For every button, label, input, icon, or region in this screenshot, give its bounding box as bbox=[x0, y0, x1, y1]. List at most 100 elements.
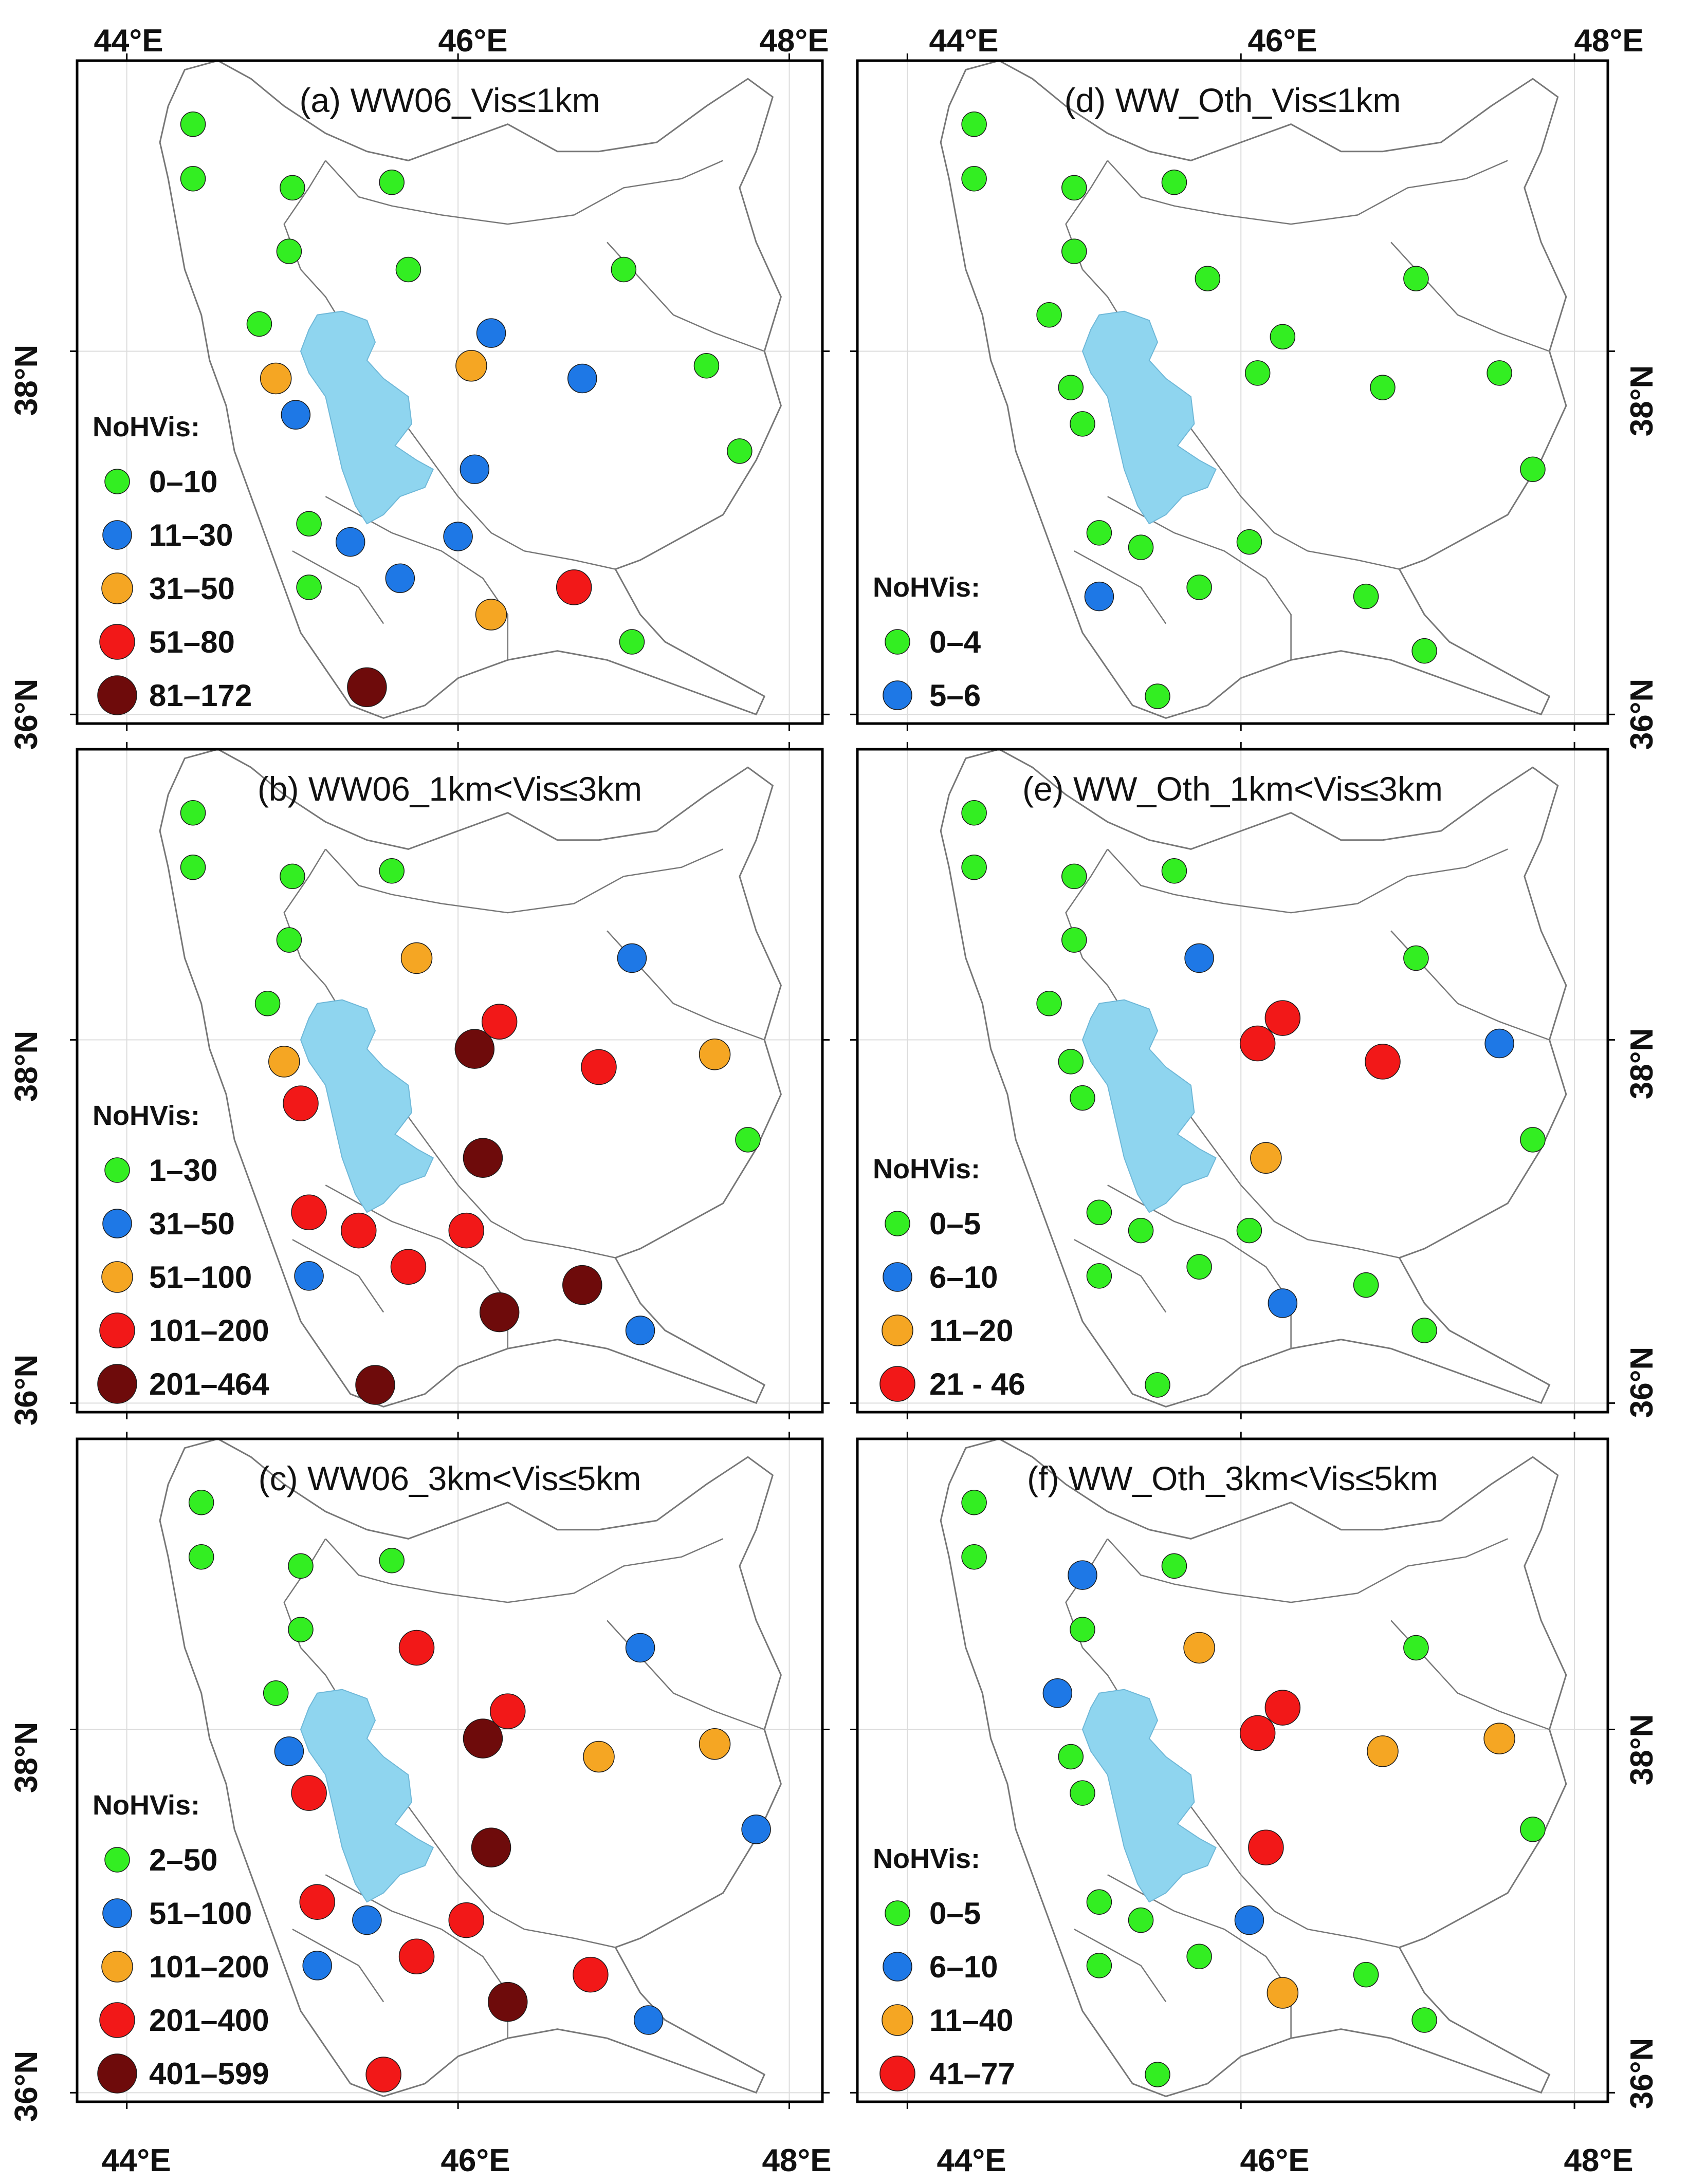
station-marker-orange bbox=[699, 1039, 731, 1070]
station-marker-green bbox=[280, 175, 305, 201]
legend-label: 51–80 bbox=[149, 625, 235, 659]
station-marker-blue bbox=[460, 454, 490, 484]
station-marker-red bbox=[448, 1212, 484, 1249]
panel-c-legend-title: NoHVis: bbox=[93, 1790, 200, 1821]
legend-label: 5–6 bbox=[929, 678, 981, 713]
panel-f: (f) WW_Oth_3km<Vis≤5km NoHVis: 0–5 6–10 11–4… bbox=[850, 1432, 1615, 2109]
station-marker-green bbox=[1070, 411, 1095, 437]
province-boundary bbox=[292, 1239, 384, 1313]
station-marker-green bbox=[1520, 1817, 1546, 1842]
panel-d: (d) WW_Oth_Vis≤1km NoHVis: 0–4 5–6 bbox=[850, 53, 1615, 731]
legend-swatch-blue bbox=[883, 1262, 912, 1292]
legend-swatch-orange bbox=[101, 1261, 133, 1293]
station-marker-green bbox=[254, 991, 281, 1016]
station-marker-green bbox=[1061, 238, 1087, 264]
legend-swatch-orange bbox=[882, 2004, 913, 2036]
province-boundary bbox=[1074, 1929, 1167, 2003]
top-lon-label-right-48: 48°E bbox=[1574, 23, 1643, 59]
station-marker-green bbox=[727, 438, 753, 464]
lake-urmia bbox=[300, 1689, 434, 1903]
top-lon-label-right-44: 44°E bbox=[929, 23, 998, 59]
legend-swatch-orange bbox=[101, 572, 133, 604]
panel-e-title: (e) WW_Oth_1km<Vis≤3km bbox=[1022, 770, 1443, 808]
station-marker-orange bbox=[400, 942, 433, 974]
province-boundary bbox=[325, 160, 724, 225]
station-marker-green bbox=[1086, 1953, 1112, 1978]
legend-label: 0–4 bbox=[929, 625, 981, 659]
legend-label: 51–100 bbox=[149, 1260, 252, 1294]
station-marker-green bbox=[288, 1553, 314, 1579]
station-marker-green bbox=[1487, 360, 1512, 386]
lat-label-a-38: 38°N bbox=[9, 345, 44, 416]
panel-a: (a) WW06_Vis≤1km NoHVis: 0–10 11–30 31–50 51–… bbox=[70, 53, 830, 731]
station-marker-blue bbox=[1042, 1678, 1073, 1708]
panel-d-legend-title: NoHVis: bbox=[873, 572, 980, 603]
station-marker-green bbox=[1145, 2062, 1170, 2087]
station-marker-green bbox=[180, 111, 206, 137]
panels-group: (a) WW06_Vis≤1km NoHVis: 0–10 11–30 31–50 51–… bbox=[70, 53, 1615, 2109]
top-lon-label-left-44: 44°E bbox=[94, 23, 163, 59]
station-marker-blue bbox=[385, 563, 415, 594]
panel-f-title: (f) WW_Oth_3km<Vis≤5km bbox=[1027, 1459, 1438, 1497]
station-marker-red bbox=[1239, 1025, 1276, 1062]
station-marker-red bbox=[398, 1630, 435, 1666]
station-marker-darkred bbox=[562, 1265, 602, 1305]
legend-swatch-red bbox=[99, 624, 135, 660]
legend-swatch-darkred bbox=[97, 2053, 137, 2094]
legend-label: 11–30 bbox=[149, 518, 233, 552]
station-marker-green bbox=[1403, 266, 1429, 291]
legend-label: 41–77 bbox=[929, 2057, 1015, 2091]
station-marker-green bbox=[1070, 1617, 1095, 1642]
station-marker-darkred bbox=[347, 667, 387, 708]
region-outline bbox=[159, 749, 782, 1408]
legend-swatch-green bbox=[885, 1211, 910, 1236]
station-marker-green bbox=[1128, 1907, 1154, 1933]
legend-label: 21 - 46 bbox=[929, 1367, 1025, 1401]
station-marker-green bbox=[395, 256, 421, 283]
region-outline bbox=[940, 1439, 1567, 2097]
region-outline bbox=[940, 749, 1567, 1408]
legend-swatch-darkred bbox=[97, 1364, 137, 1404]
region-outline bbox=[159, 61, 782, 719]
station-marker-red bbox=[365, 2057, 401, 2093]
station-marker-green bbox=[961, 800, 987, 826]
panel-a-legend-title: NoHVis: bbox=[93, 412, 200, 442]
station-marker-green bbox=[693, 353, 720, 379]
lat-label-b-38: 38°N bbox=[9, 1031, 44, 1102]
station-marker-green bbox=[1161, 170, 1187, 195]
legend-label: 11–20 bbox=[929, 1313, 1014, 1348]
province-boundary bbox=[1074, 550, 1167, 624]
station-marker-blue bbox=[1184, 943, 1214, 973]
panel-a-frame bbox=[76, 59, 824, 725]
station-marker-green bbox=[961, 1544, 987, 1570]
station-marker-green bbox=[1145, 1372, 1170, 1398]
station-marker-orange bbox=[699, 1728, 731, 1760]
panel-b-legend-title: NoHVis: bbox=[93, 1100, 200, 1131]
province-boundary bbox=[1107, 160, 1508, 225]
panel-f-legend-title: NoHVis: bbox=[873, 1843, 980, 1874]
panel-e-frame bbox=[856, 748, 1609, 1414]
station-marker-blue bbox=[617, 943, 647, 973]
station-marker-blue bbox=[335, 527, 365, 557]
legend-label: 0–5 bbox=[929, 1207, 981, 1241]
legend-swatch-orange bbox=[882, 1315, 913, 1346]
legend-swatch-green bbox=[104, 469, 130, 494]
station-marker-blue bbox=[476, 318, 506, 348]
station-marker-green bbox=[288, 1617, 314, 1642]
legend-label: 201–400 bbox=[149, 2003, 269, 2038]
panel-e: (e) WW_Oth_1km<Vis≤3km NoHVis: 0–5 6–10 11–2… bbox=[850, 742, 1615, 1419]
station-marker-red bbox=[390, 1249, 427, 1285]
panel-d-frame bbox=[856, 59, 1609, 725]
station-marker-green bbox=[1036, 991, 1062, 1016]
legend-swatch-green bbox=[104, 1157, 130, 1183]
station-marker-red bbox=[573, 1956, 609, 1993]
station-marker-green bbox=[1186, 1944, 1212, 1970]
station-marker-green bbox=[276, 238, 302, 264]
panel-c-frame bbox=[76, 1437, 824, 2103]
station-marker-green bbox=[1186, 1254, 1212, 1280]
station-marker-green bbox=[1244, 360, 1271, 386]
station-marker-green bbox=[188, 1544, 214, 1570]
lat-label-b-36: 36°N bbox=[9, 1355, 44, 1426]
station-marker-green bbox=[1128, 534, 1154, 560]
legend-label: 401–599 bbox=[149, 2057, 269, 2091]
